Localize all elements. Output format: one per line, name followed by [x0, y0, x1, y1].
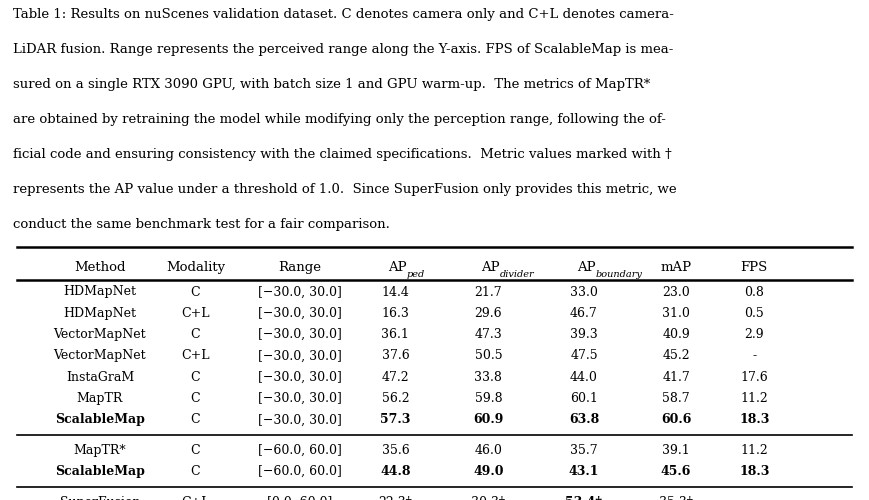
- Text: divider: divider: [500, 270, 534, 279]
- Text: HDMapNet: HDMapNet: [63, 307, 136, 320]
- Text: represents the AP value under a threshold of 1.0.  Since SuperFusion only provid: represents the AP value under a threshol…: [13, 184, 677, 196]
- Text: 60.9: 60.9: [474, 414, 503, 426]
- Text: AP: AP: [577, 261, 595, 274]
- Text: -: -: [753, 350, 756, 362]
- Text: 53.4†: 53.4†: [566, 496, 602, 500]
- Text: 63.8: 63.8: [569, 414, 599, 426]
- Text: [−30.0, 30.0]: [−30.0, 30.0]: [258, 286, 342, 298]
- Text: 59.8: 59.8: [474, 392, 502, 405]
- Text: MapTR: MapTR: [76, 392, 123, 405]
- Text: 35.6: 35.6: [381, 444, 409, 457]
- Text: ficial code and ensuring consistency with the claimed specifications.  Metric va: ficial code and ensuring consistency wit…: [13, 148, 672, 161]
- Text: 22.3†: 22.3†: [379, 496, 412, 500]
- Text: 35.7: 35.7: [570, 444, 598, 457]
- Text: [−30.0, 30.0]: [−30.0, 30.0]: [258, 414, 342, 426]
- Text: 11.2: 11.2: [740, 392, 768, 405]
- Text: 41.7: 41.7: [662, 371, 690, 384]
- Text: 60.6: 60.6: [661, 414, 691, 426]
- Text: 33.0: 33.0: [570, 286, 598, 298]
- Text: 29.6: 29.6: [474, 307, 502, 320]
- Text: 2.9: 2.9: [745, 328, 764, 341]
- Text: 58.7: 58.7: [662, 392, 690, 405]
- Text: Range: Range: [278, 261, 322, 274]
- Text: Modality: Modality: [166, 261, 225, 274]
- Text: [0.0, 60.0]: [0.0, 60.0]: [267, 496, 333, 500]
- Text: 14.4: 14.4: [381, 286, 409, 298]
- Text: C+L: C+L: [182, 496, 209, 500]
- Text: 56.2: 56.2: [381, 392, 409, 405]
- Text: C: C: [190, 286, 201, 298]
- Text: 18.3: 18.3: [740, 414, 769, 426]
- Text: ScalableMap: ScalableMap: [55, 465, 145, 478]
- Text: Method: Method: [74, 261, 126, 274]
- Text: Table 1: Results on nuScenes validation dataset. C denotes camera only and C+L d: Table 1: Results on nuScenes validation …: [13, 8, 674, 21]
- Text: 44.0: 44.0: [570, 371, 598, 384]
- Text: MapTR*: MapTR*: [74, 444, 126, 457]
- Text: 0.8: 0.8: [745, 286, 764, 298]
- Text: VectorMapNet: VectorMapNet: [54, 350, 146, 362]
- Text: AP: AP: [481, 261, 500, 274]
- Text: [−60.0, 60.0]: [−60.0, 60.0]: [258, 465, 342, 478]
- Text: 31.0: 31.0: [662, 307, 690, 320]
- Text: 39.1: 39.1: [662, 444, 690, 457]
- Text: 0.5: 0.5: [745, 307, 764, 320]
- Text: mAP: mAP: [660, 261, 692, 274]
- Text: 50.5: 50.5: [474, 350, 502, 362]
- Text: -: -: [753, 496, 756, 500]
- Text: 17.6: 17.6: [740, 371, 768, 384]
- Text: boundary: boundary: [595, 270, 642, 279]
- Text: 47.2: 47.2: [381, 371, 409, 384]
- Text: ped: ped: [407, 270, 425, 279]
- Text: 18.3: 18.3: [740, 465, 769, 478]
- Text: ScalableMap: ScalableMap: [55, 414, 145, 426]
- Text: C: C: [190, 371, 201, 384]
- Text: HDMapNet: HDMapNet: [63, 286, 136, 298]
- Text: 16.3: 16.3: [381, 307, 409, 320]
- Text: C: C: [190, 328, 201, 341]
- Text: 49.0: 49.0: [473, 465, 504, 478]
- Text: 43.1: 43.1: [568, 465, 600, 478]
- Text: are obtained by retraining the model while modifying only the perception range, : are obtained by retraining the model whi…: [13, 113, 666, 126]
- Text: [−30.0, 30.0]: [−30.0, 30.0]: [258, 371, 342, 384]
- Text: 46.0: 46.0: [474, 444, 502, 457]
- Text: 30.3†: 30.3†: [471, 496, 506, 500]
- Text: 47.3: 47.3: [474, 328, 502, 341]
- Text: 45.2: 45.2: [662, 350, 690, 362]
- Text: [−60.0, 60.0]: [−60.0, 60.0]: [258, 444, 342, 457]
- Text: InstaGraM: InstaGraM: [66, 371, 134, 384]
- Text: 11.2: 11.2: [740, 444, 768, 457]
- Text: 35.3†: 35.3†: [660, 496, 693, 500]
- Text: SuperFusion: SuperFusion: [60, 496, 140, 500]
- Text: 44.8: 44.8: [380, 465, 411, 478]
- Text: LiDAR fusion. Range represents the perceived range along the Y-axis. FPS of Scal: LiDAR fusion. Range represents the perce…: [13, 43, 673, 56]
- Text: C+L: C+L: [182, 350, 209, 362]
- Text: 47.5: 47.5: [570, 350, 598, 362]
- Text: C: C: [190, 444, 201, 457]
- Text: 23.0: 23.0: [662, 286, 690, 298]
- Text: FPS: FPS: [740, 261, 768, 274]
- Text: 39.3: 39.3: [570, 328, 598, 341]
- Text: [−30.0, 30.0]: [−30.0, 30.0]: [258, 307, 342, 320]
- Text: [−30.0, 30.0]: [−30.0, 30.0]: [258, 392, 342, 405]
- Text: 60.1: 60.1: [570, 392, 598, 405]
- Text: 46.7: 46.7: [570, 307, 598, 320]
- Text: [−30.0, 30.0]: [−30.0, 30.0]: [258, 350, 342, 362]
- Text: AP: AP: [388, 261, 407, 274]
- Text: C: C: [190, 465, 201, 478]
- Text: sured on a single RTX 3090 GPU, with batch size 1 and GPU warm-up.  The metrics : sured on a single RTX 3090 GPU, with bat…: [13, 78, 650, 91]
- Text: 21.7: 21.7: [474, 286, 502, 298]
- Text: conduct the same benchmark test for a fair comparison.: conduct the same benchmark test for a fa…: [13, 218, 390, 232]
- Text: C+L: C+L: [182, 307, 209, 320]
- Text: C: C: [190, 414, 201, 426]
- Text: 37.6: 37.6: [381, 350, 409, 362]
- Text: 36.1: 36.1: [381, 328, 409, 341]
- Text: [−30.0, 30.0]: [−30.0, 30.0]: [258, 328, 342, 341]
- Text: C: C: [190, 392, 201, 405]
- Text: VectorMapNet: VectorMapNet: [54, 328, 146, 341]
- Text: 57.3: 57.3: [381, 414, 410, 426]
- Text: 40.9: 40.9: [662, 328, 690, 341]
- Text: 33.8: 33.8: [474, 371, 502, 384]
- Text: 45.6: 45.6: [661, 465, 691, 478]
